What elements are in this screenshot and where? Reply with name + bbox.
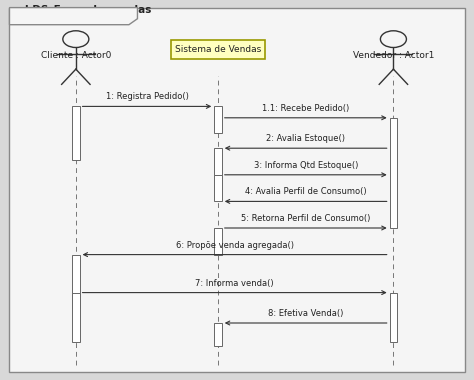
Bar: [390, 293, 397, 342]
Bar: [214, 323, 222, 346]
Text: Cliente : Actor0: Cliente : Actor0: [41, 51, 111, 60]
Bar: [214, 228, 222, 255]
Bar: [214, 106, 222, 133]
Bar: [171, 40, 265, 59]
Text: 3: Informa Qtd Estoque(): 3: Informa Qtd Estoque(): [254, 161, 358, 170]
Bar: [72, 106, 80, 160]
Bar: [72, 255, 80, 308]
Text: Vendedor : Actor1: Vendedor : Actor1: [353, 51, 434, 60]
Bar: [72, 293, 80, 342]
Text: 4: Avalia Perfil de Consumo(): 4: Avalia Perfil de Consumo(): [245, 187, 366, 196]
Text: 8: Efetiva Venda(): 8: Efetiva Venda(): [268, 309, 344, 318]
Text: 1.1: Recebe Pedido(): 1.1: Recebe Pedido(): [262, 104, 349, 113]
Text: 5: Retorna Perfil de Consumo(): 5: Retorna Perfil de Consumo(): [241, 214, 370, 223]
Bar: [214, 148, 222, 175]
Polygon shape: [9, 8, 137, 25]
Text: sd DS_Expande_vendas: sd DS_Expande_vendas: [15, 4, 152, 15]
Text: 6: Propõe venda agregada(): 6: Propõe venda agregada(): [176, 241, 293, 250]
Text: 2: Avalia Estoque(): 2: Avalia Estoque(): [266, 134, 345, 143]
Text: Sistema de Vendas: Sistema de Vendas: [175, 45, 261, 54]
Bar: [214, 175, 222, 201]
Bar: [390, 118, 397, 228]
Text: 1: Registra Pedido(): 1: Registra Pedido(): [106, 92, 188, 101]
Text: 7: Informa venda(): 7: Informa venda(): [195, 279, 274, 288]
